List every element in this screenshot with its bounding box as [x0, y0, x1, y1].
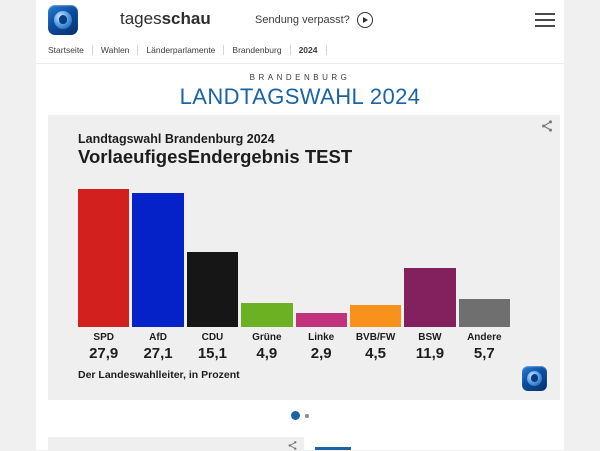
share-icon[interactable]	[287, 440, 298, 451]
header-divider	[36, 63, 564, 64]
category-label: AfD	[149, 332, 167, 343]
missed-show-label: Sendung verpasst?	[255, 14, 350, 26]
category-label: CDU	[201, 332, 224, 343]
next-chart-card-partial	[48, 437, 304, 450]
next-section-accent-bar	[315, 447, 351, 450]
tagesschau-logo-icon[interactable]	[48, 5, 78, 35]
menu-icon[interactable]	[535, 13, 555, 27]
bar-linke	[295, 312, 347, 327]
chart-title: Landtagswahl Brandenburg 2024	[78, 132, 275, 146]
value-label: 11,9	[415, 345, 445, 362]
category-label: Grüne	[252, 332, 282, 343]
carousel-dot[interactable]	[305, 413, 309, 418]
globe-icon	[527, 371, 542, 386]
value-label: 5,7	[473, 345, 495, 362]
page-content: tagesschau Sendung verpasst? Startseite W…	[36, 0, 564, 450]
hero: BRANDENBURG LANDTAGSWAHL 2024	[36, 73, 564, 110]
value-label: 4,5	[365, 345, 386, 362]
value-label: 15,1	[197, 345, 228, 362]
category-label: Andere	[467, 332, 502, 343]
brand-wordmark[interactable]: tagesschau	[120, 9, 211, 29]
bar-bvb-fw	[349, 304, 402, 327]
hero-kicker: BRANDENBURG	[249, 73, 351, 82]
bar-andere	[458, 298, 510, 327]
brand-prefix: tages	[120, 9, 162, 28]
category-label: Linke	[308, 332, 335, 343]
carousel-dot-active[interactable]	[291, 411, 300, 420]
bar-cdu	[186, 252, 239, 327]
tagesschau-watermark-icon	[522, 366, 547, 391]
chart-source: Der Landeswahlleiter, in Prozent	[78, 369, 240, 381]
site-header: tagesschau Sendung verpasst?	[36, 0, 564, 40]
bar-spd	[78, 189, 130, 327]
election-chart-card: Landtagswahl Brandenburg 2024 Vorlaeufig…	[48, 115, 560, 400]
category-label: SPD	[93, 332, 114, 343]
breadcrumb-item[interactable]: Länderparlamente	[138, 44, 225, 55]
bar-bsw	[404, 268, 456, 327]
brand-suffix: schau	[161, 9, 211, 28]
breadcrumb-item[interactable]: 2024	[291, 44, 327, 55]
share-icon[interactable]	[540, 119, 554, 133]
category-label: BVB/FW	[355, 332, 396, 343]
breadcrumb-item[interactable]: Brandenburg	[224, 44, 291, 55]
category-label: BSW	[418, 332, 442, 343]
breadcrumb: Startseite Wahlen Länderparlamente Brandenb…	[48, 42, 564, 57]
chart-bars	[78, 187, 510, 327]
value-label: 27,9	[89, 345, 119, 362]
chart-subtitle: VorlaeufigesEndergebnis TEST	[78, 146, 353, 167]
breadcrumb-item[interactable]: Startseite	[48, 44, 93, 55]
bar-chart: SPD AfD CDU Grüne Linke BVB/FW BSW Andere 27,9 2…	[78, 187, 510, 362]
chart-value-labels: 27,9 27,1 15,1 4,9 2,9 4,5 11,9 5,7	[78, 345, 510, 362]
value-label: 27,1	[143, 345, 173, 362]
missed-show-link[interactable]: Sendung verpasst?	[255, 12, 373, 28]
chart-category-labels: SPD AfD CDU Grüne Linke BVB/FW BSW Andere	[78, 332, 510, 343]
bar-afd	[132, 192, 184, 327]
page-title: LANDTAGSWAHL 2024	[179, 84, 421, 109]
bar-gr-ne	[241, 302, 293, 327]
globe-icon	[54, 11, 72, 29]
value-label: 4,9	[256, 345, 278, 362]
value-label: 2,9	[310, 345, 332, 362]
play-icon[interactable]	[356, 12, 373, 28]
breadcrumb-item[interactable]: Wahlen	[93, 44, 139, 55]
carousel-dots	[36, 411, 564, 420]
